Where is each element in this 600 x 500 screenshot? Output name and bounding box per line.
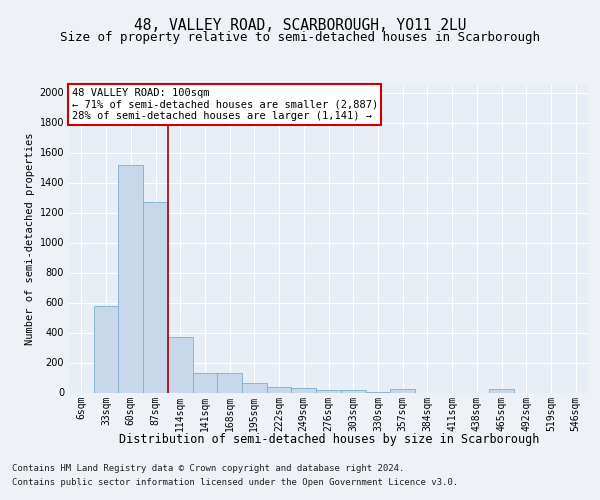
Bar	[489, 389, 514, 392]
Bar	[168, 337, 193, 392]
Bar	[242, 383, 267, 392]
Text: Size of property relative to semi-detached houses in Scarborough: Size of property relative to semi-detach…	[60, 31, 540, 44]
Bar	[118, 164, 143, 392]
Text: 48 VALLEY ROAD: 100sqm
← 71% of semi-detached houses are smaller (2,887)
28% of : 48 VALLEY ROAD: 100sqm ← 71% of semi-det…	[71, 88, 378, 122]
Bar	[217, 373, 242, 392]
Bar	[316, 390, 341, 392]
Text: Distribution of semi-detached houses by size in Scarborough: Distribution of semi-detached houses by …	[119, 432, 539, 446]
Bar	[341, 390, 365, 392]
Text: 48, VALLEY ROAD, SCARBOROUGH, YO11 2LU: 48, VALLEY ROAD, SCARBOROUGH, YO11 2LU	[134, 18, 466, 32]
Bar	[143, 202, 168, 392]
Text: Contains HM Land Registry data © Crown copyright and database right 2024.: Contains HM Land Registry data © Crown c…	[12, 464, 404, 473]
Bar	[292, 388, 316, 392]
Bar	[193, 373, 217, 392]
Bar	[267, 387, 292, 392]
Text: Contains public sector information licensed under the Open Government Licence v3: Contains public sector information licen…	[12, 478, 458, 487]
Y-axis label: Number of semi-detached properties: Number of semi-detached properties	[25, 132, 35, 345]
Bar	[94, 306, 118, 392]
Bar	[390, 389, 415, 392]
